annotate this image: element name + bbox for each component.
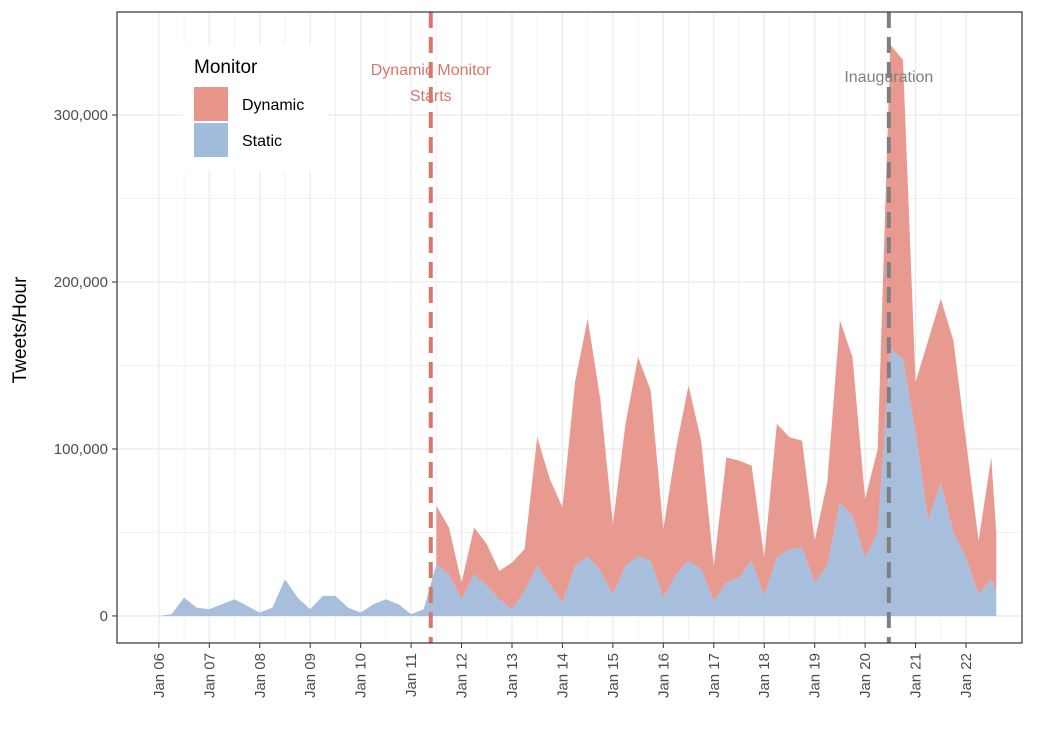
legend-label: Static xyxy=(242,133,282,150)
x-tick-label: Jan 20 xyxy=(857,653,874,698)
x-tick-label: Jan 10 xyxy=(353,653,370,698)
area xyxy=(158,348,997,616)
x-tick-label: Jan 18 xyxy=(756,653,773,698)
y-tick-label: 200,000 xyxy=(54,274,108,291)
x-tick-label: Jan 09 xyxy=(302,653,319,698)
x-tick-label: Jan 15 xyxy=(605,653,622,698)
x-tick-label: Jan 17 xyxy=(706,653,723,698)
area xyxy=(436,44,997,610)
x-tick-label: Jan 19 xyxy=(807,653,824,698)
annotation-text: Starts xyxy=(410,88,452,105)
legend-swatch xyxy=(194,123,228,157)
plot-frame xyxy=(116,11,1023,644)
x-tick-label: Jan 14 xyxy=(554,653,571,698)
x-tick-label: Jan 07 xyxy=(201,653,218,698)
legend-label: Dynamic xyxy=(242,97,304,114)
annotation-text: Inauguration xyxy=(844,69,933,86)
x-tick-label: Jan 21 xyxy=(908,653,925,698)
x-tick-label: Jan 13 xyxy=(504,653,521,698)
x-tick-label: Jan 16 xyxy=(655,653,672,698)
y-tick-label: 100,000 xyxy=(54,441,108,458)
y-axis-label: Tweets/Hour xyxy=(10,276,31,383)
x-tick-label: Jan 11 xyxy=(403,653,420,697)
annotation-text: Dynamic Monitor xyxy=(371,62,492,79)
x-tick-label: Jan 22 xyxy=(958,653,975,698)
x-tick-label: Jan 12 xyxy=(454,653,471,698)
y-tick-label: 0 xyxy=(100,608,108,625)
x-tick-label: Jan 06 xyxy=(151,653,168,698)
legend-title: Monitor xyxy=(194,57,258,78)
legend-swatch xyxy=(194,87,228,121)
x-tick-label: Jan 08 xyxy=(252,653,269,698)
y-tick-label: 300,000 xyxy=(54,107,108,124)
